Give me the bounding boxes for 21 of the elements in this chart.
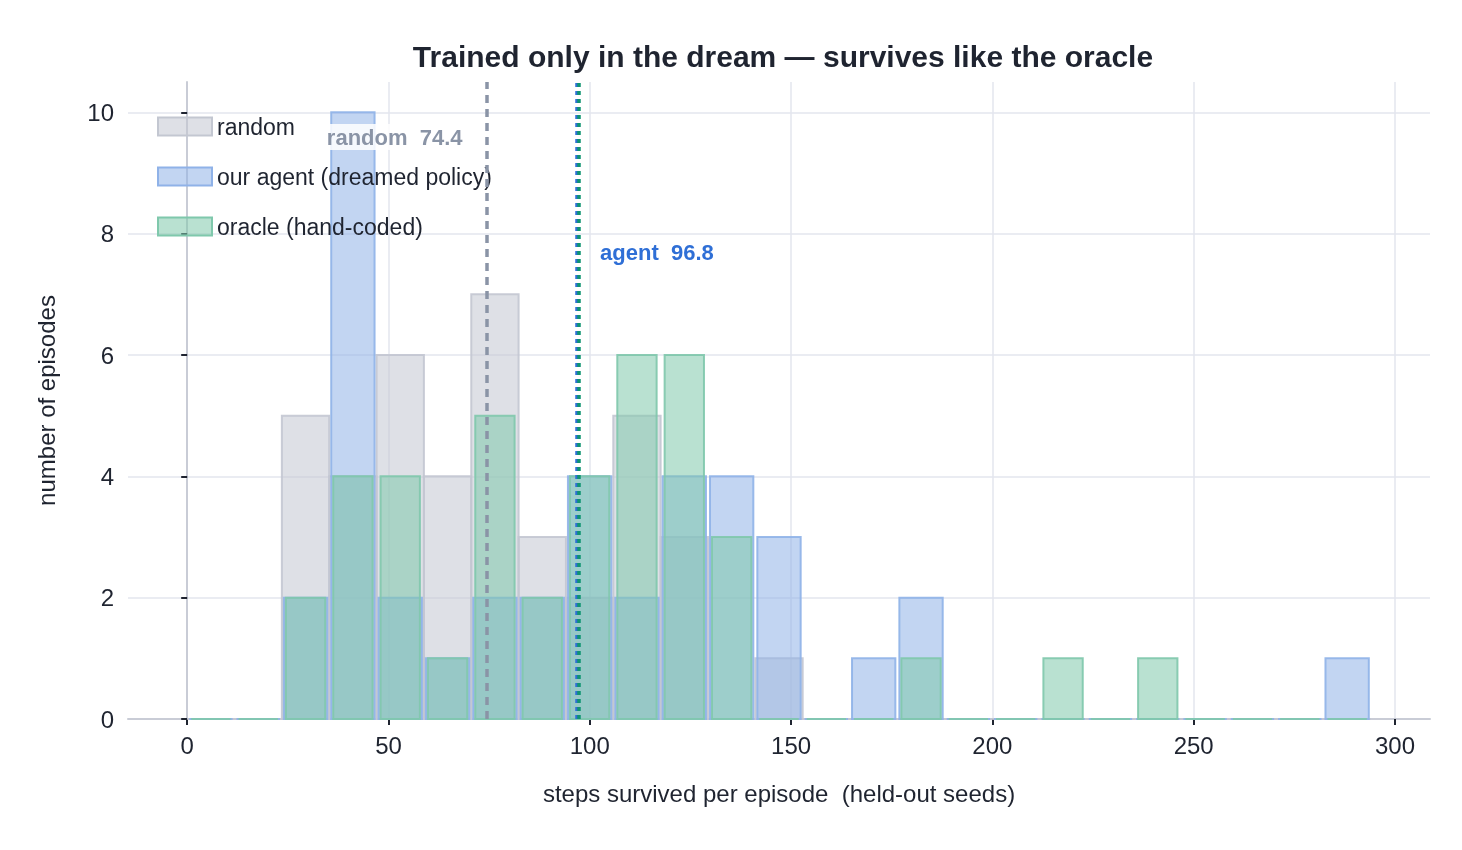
y-tick-label: 2 (100, 584, 114, 612)
y-tick-label: 6 (100, 341, 114, 369)
x-tick-label: 0 (180, 731, 194, 759)
y-tick-label: 8 (100, 220, 114, 248)
x-tick-label: 200 (972, 731, 1013, 759)
y-axis-title: number of episodes (32, 295, 60, 506)
x-tick-label: 50 (375, 731, 402, 759)
x-tick-label: 100 (569, 731, 610, 759)
x-tick-label: 300 (1374, 731, 1415, 759)
y-tick-label: 10 (87, 98, 114, 126)
ref-line-label: random 74.4 (326, 124, 464, 150)
x-tick-label: 150 (771, 731, 812, 759)
legend-label: oracle (hand-coded) (217, 213, 423, 240)
x-tick-label: 250 (1173, 731, 1214, 759)
chart-title: Trained only in the dream — survives like the oracle (412, 39, 1154, 73)
y-tick-label: 0 (100, 705, 114, 733)
x-axis-title: steps survived per episode (held-out seeds) (542, 779, 1016, 807)
legend-label: random (217, 113, 295, 140)
y-tick-label: 4 (100, 462, 114, 490)
legend-label: our agent (dreamed policy) (217, 163, 492, 190)
ref-line-label: agent 96.8 (600, 239, 714, 265)
